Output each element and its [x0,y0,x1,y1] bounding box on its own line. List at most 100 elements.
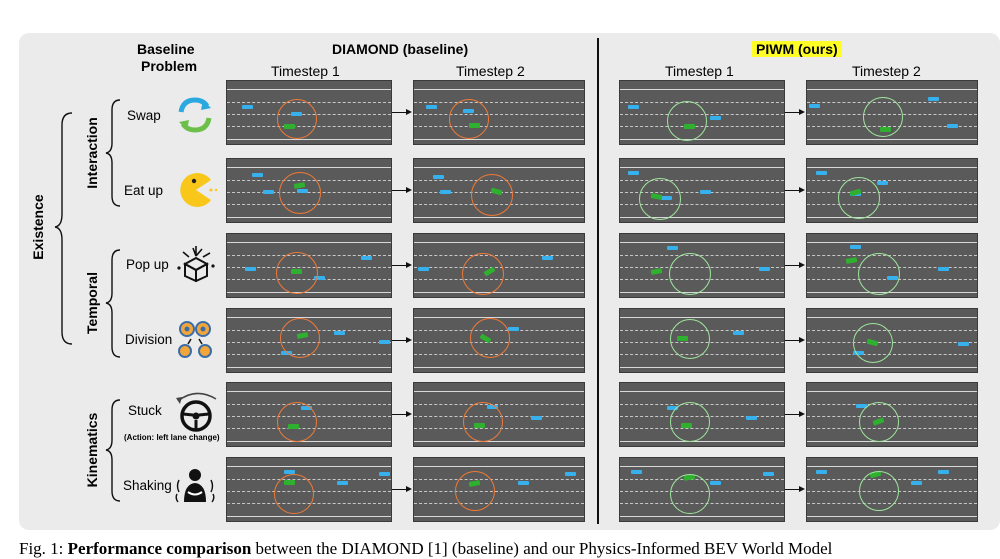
highlight-circle [273,473,314,514]
lane-marking [620,317,784,319]
lane-marking [620,466,784,468]
lane-marking [414,366,584,368]
other-vehicle [927,96,939,101]
other-vehicle [938,266,949,271]
caption-bold: Performance comparison [67,539,252,558]
lane-marking [620,515,784,517]
timestep-arrow-head [406,186,412,193]
other-vehicle [849,244,861,249]
lane-marking [807,391,977,393]
timestep-arrow-line [392,339,406,341]
highlight-circle [279,171,322,214]
lane-marking [807,291,977,293]
lane-marking [807,366,977,368]
problem-shaking-label: Shaking [123,478,172,493]
lane-marking [620,89,784,91]
timestep1-ours: Timestep 1 [665,63,734,79]
timestep1-baseline: Timestep 1 [271,63,340,79]
other-vehicle [762,471,774,476]
highlight-circle [462,253,504,296]
lane-marking [620,179,784,181]
lane-marking [807,89,977,91]
lane-marking [620,440,784,442]
lane-marking [227,391,391,393]
lane-marking [414,126,584,128]
other-vehicle [517,481,529,486]
column-divider [597,38,599,524]
highlight-circle [862,96,903,137]
highlight-circle [669,401,710,442]
lane-marking [414,440,584,442]
lane-marking [227,291,391,293]
road-panel-eat-up-ours-t1 [619,158,785,223]
highlight-circle [669,318,710,359]
road-panel-shaking-ours-t2 [806,457,978,522]
other-vehicle [667,245,679,250]
lane-marking [227,242,391,244]
caption-rest: between the DIAMOND [1] (baseline) and o… [251,539,833,558]
lane-marking [227,216,391,218]
timestep-arrow-line [392,413,406,415]
other-vehicle [910,481,922,486]
lane-marking [227,167,391,169]
lane-marking [807,403,977,405]
timestep-arrow-head [406,108,412,115]
lane-marking [807,440,977,442]
lane-marking [227,440,391,442]
other-vehicle [746,415,758,420]
road-panel-division-ours-t1 [619,308,785,373]
timestep-arrow-line [785,264,799,266]
timestep-arrow-head [799,261,805,268]
other-vehicle [946,124,958,129]
other-vehicle [815,469,827,474]
other-vehicle [313,276,325,281]
lane-marking [414,403,584,405]
division-cells-icon [178,321,212,358]
other-vehicle [417,266,429,271]
lane-marking [807,138,977,140]
timestep2-ours: Timestep 2 [852,63,921,79]
other-vehicle [667,406,679,411]
timestep-arrow-line [392,264,406,266]
lane-marking [227,466,391,468]
other-vehicle [759,266,771,271]
pop-up-box-icon [177,246,215,282]
problem-stuck-label: Stuck [128,403,162,418]
problem-header-line2: Problem [141,58,198,74]
figure-caption: Fig. 1: Performance comparison between t… [19,539,832,559]
other-vehicle [379,471,391,476]
highlight-circle [669,473,710,514]
swap-arrows-icon [178,97,212,133]
road-panel-stuck-baseline-t1 [226,382,392,447]
lane-marking [227,89,391,91]
road-panel-division-ours-t2 [806,308,978,373]
timestep-arrow-head [799,186,805,193]
lane-marking [414,317,584,319]
timestep-arrow-line [785,413,799,415]
other-vehicle [938,469,949,474]
highlight-circle [449,98,490,139]
highlight-circle [276,98,317,139]
lane-marking [807,515,977,517]
other-vehicle [710,481,722,486]
temporal-brace [105,249,121,358]
other-vehicle [958,341,970,346]
other-vehicle [361,255,373,260]
lane-marking [807,354,977,356]
lane-marking [620,101,784,103]
timestep-arrow-head [406,336,412,343]
timestep-arrow-line [392,488,406,490]
timestep-arrow-line [785,488,799,490]
lane-marking [414,89,584,91]
problem-stuck-sublabel: (Action: left lane change) [124,433,220,442]
other-vehicle [432,174,444,179]
other-vehicle [379,339,391,344]
highlight-circle [668,253,711,296]
road-panel-pop-up-ours-t1 [619,233,785,298]
highlight-circle [463,401,503,442]
lane-marking [227,138,391,140]
highlight-circle [454,470,495,511]
road-panel-division-baseline-t2 [413,308,585,373]
timestep-arrow-head [406,485,412,492]
